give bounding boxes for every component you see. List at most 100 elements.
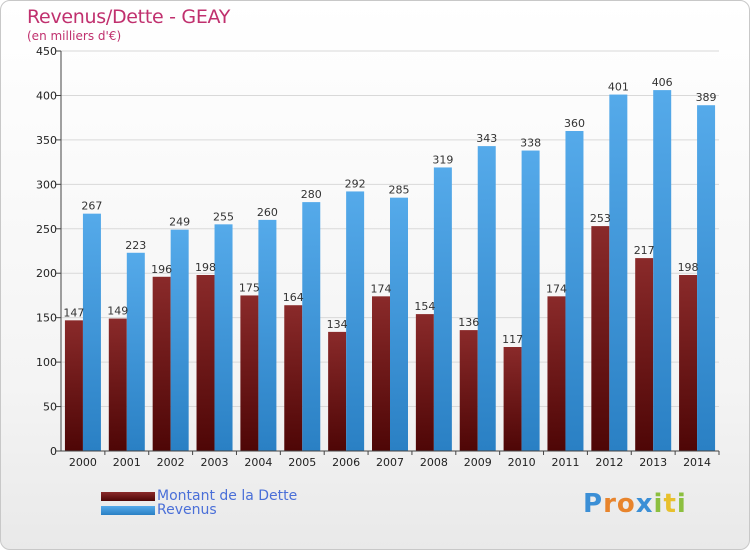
revenue-bar-label: 389 <box>696 91 717 104</box>
y-tick-label: 450 <box>36 45 57 58</box>
debt-bar-label: 253 <box>590 212 611 225</box>
x-tick-label: 2008 <box>420 456 448 469</box>
revenue-bar-label: 267 <box>81 200 102 213</box>
debt-bar-label: 174 <box>371 282 392 295</box>
debt-bar <box>503 347 522 451</box>
legend-label-revenue: Revenus <box>157 502 217 518</box>
revenue-bar-label: 280 <box>301 188 322 201</box>
revenue-bar-label: 360 <box>564 117 585 130</box>
x-tick-label: 2009 <box>464 456 492 469</box>
x-tick-label: 2012 <box>595 456 623 469</box>
revenue-bar-label: 338 <box>520 137 541 150</box>
bars <box>64 90 716 452</box>
debt-bar-label: 198 <box>678 261 699 274</box>
x-tick-label: 2014 <box>683 456 711 469</box>
revenue-bar <box>346 191 365 451</box>
y-tick-label: 100 <box>36 356 57 369</box>
debt-bar-label: 198 <box>195 261 216 274</box>
debt-bar <box>459 330 478 451</box>
debt-bar <box>372 296 390 451</box>
debt-bar-label: 149 <box>107 305 128 318</box>
y-tick-label: 400 <box>36 89 57 102</box>
debt-bar-label: 134 <box>327 318 348 331</box>
chart-title: Revenus/Dette - GEAY <box>27 6 231 28</box>
debt-bar-label: 154 <box>414 300 435 313</box>
revenue-bar <box>390 197 408 451</box>
y-tick-label: 0 <box>50 445 57 458</box>
revenue-bar-label: 249 <box>169 216 190 229</box>
y-tick-label: 350 <box>36 134 57 147</box>
revenue-bar-label: 260 <box>257 206 278 219</box>
revenue-bar-label: 319 <box>432 153 453 166</box>
debt-bar-label: 136 <box>458 316 479 329</box>
revenue-bar <box>697 105 716 451</box>
legend-label-debt: Montant de la Dette <box>157 488 298 504</box>
debt-bar-label: 196 <box>151 263 172 276</box>
debt-bar <box>635 258 654 451</box>
legend-swatch-debt <box>101 491 155 501</box>
revenue-bar <box>565 131 584 451</box>
x-tick-label: 2003 <box>201 456 229 469</box>
debt-bar <box>679 275 698 451</box>
proxiti-logo: Proxiti <box>583 489 687 519</box>
debt-bar-label: 164 <box>283 291 304 304</box>
revenue-bar <box>258 219 277 451</box>
debt-bar-label: 217 <box>634 244 655 257</box>
revenue-bar <box>477 146 496 451</box>
y-tick-label: 200 <box>36 267 57 280</box>
legend-item-debt: Montant de la Dette <box>101 488 297 504</box>
legend-swatch-revenue <box>101 505 155 515</box>
revenue-bar <box>126 252 145 451</box>
debt-bar <box>108 318 127 451</box>
x-tick-label: 2005 <box>288 456 316 469</box>
debt-bar <box>547 296 566 451</box>
logo-letter: P <box>583 489 604 519</box>
logo-letter: o <box>616 489 636 519</box>
logo-letter: t <box>663 489 677 519</box>
logo-letter: i <box>676 489 687 519</box>
x-tick-label: 2002 <box>157 456 185 469</box>
revenue-bar <box>82 213 101 451</box>
y-tick-label: 300 <box>36 178 57 191</box>
x-tick-label: 2004 <box>244 456 272 469</box>
revenue-bar-label: 401 <box>608 81 629 94</box>
debt-bar <box>64 320 83 451</box>
y-tick-label: 250 <box>36 223 57 236</box>
revenue-bar <box>170 229 189 451</box>
revenue-bar-label: 292 <box>345 177 366 190</box>
debt-bar <box>196 275 215 451</box>
revenue-bar <box>521 150 540 452</box>
revenue-bar-label: 343 <box>476 132 497 145</box>
revenue-bar-label: 223 <box>125 239 146 252</box>
logo-letter: r <box>603 489 617 519</box>
x-tick-label: 2006 <box>332 456 360 469</box>
legend-item-revenue: Revenus <box>101 502 217 518</box>
debt-bar <box>591 226 610 451</box>
x-tick-label: 2011 <box>551 456 579 469</box>
debt-bar <box>284 305 303 451</box>
revenue-bar-label: 285 <box>389 184 410 197</box>
revenue-bar <box>609 94 628 452</box>
logo-letter: x <box>635 489 654 519</box>
revenue-bar <box>653 90 672 451</box>
axes: 0 50 100 150 200 250 300 350 400 450 2000 2001 2002 2… <box>36 45 720 469</box>
data-labels: 147 267 149 223 196 249 198 255 175 260 164 280 134 2… <box>63 76 716 346</box>
debt-bar-label: 147 <box>63 306 84 319</box>
debt-bar-label: 117 <box>502 333 523 346</box>
debt-bar <box>328 331 347 451</box>
revenue-bar <box>433 167 452 451</box>
x-tick-label: 2010 <box>508 456 536 469</box>
debt-bar <box>152 276 171 451</box>
revenue-bar <box>302 202 321 451</box>
chart-subtitle: (en milliers d'€) <box>27 29 122 43</box>
y-tick-label: 150 <box>36 312 57 325</box>
x-tick-label: 2013 <box>639 456 667 469</box>
x-tick-label: 2007 <box>376 456 404 469</box>
y-tick-label: 50 <box>43 401 57 414</box>
debt-bar-label: 175 <box>239 281 260 294</box>
x-tick-label: 2001 <box>113 456 141 469</box>
logo-letter: i <box>653 489 664 519</box>
revenue-bar-label: 406 <box>652 76 673 89</box>
